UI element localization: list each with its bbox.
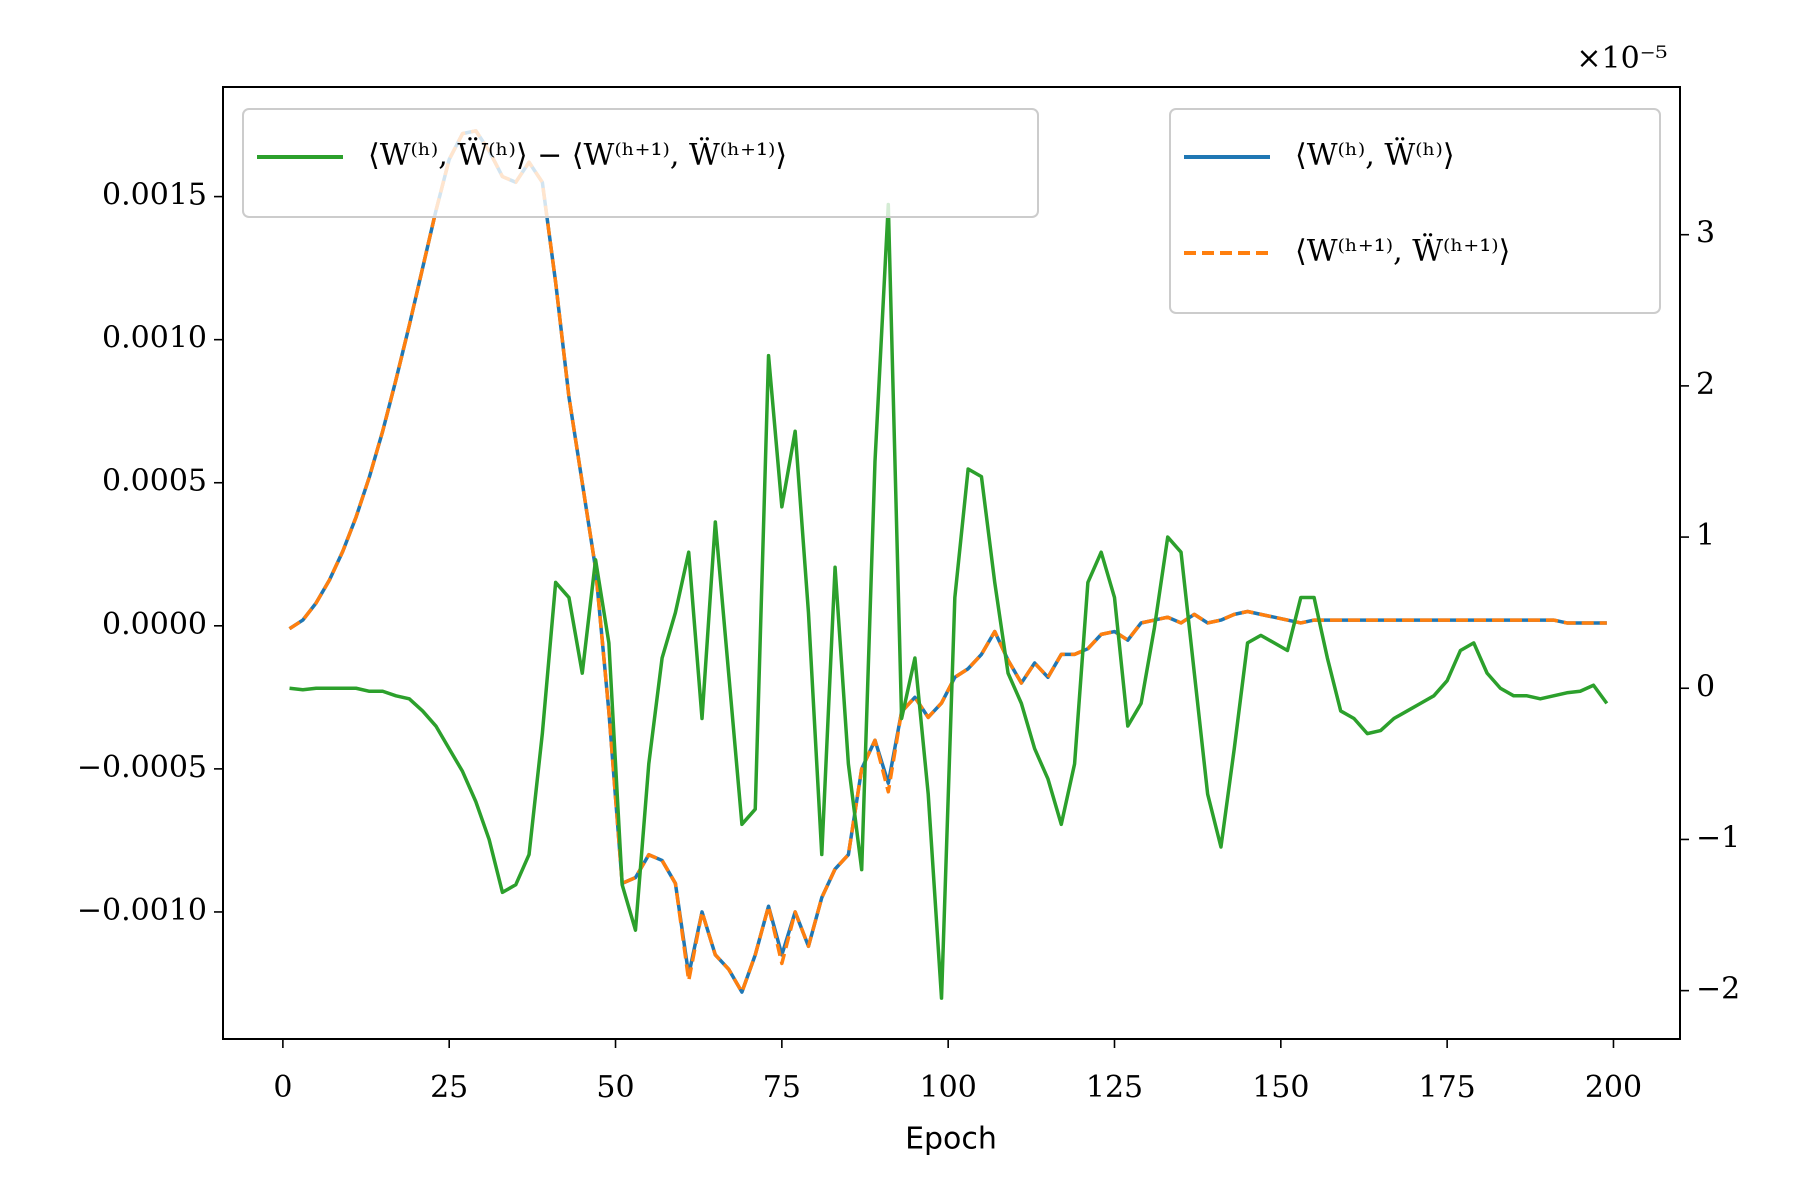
x-tick-label: 25 [430,1070,468,1105]
legend-label: ⟨W⁽ʰ⁾, Ẅ⁽ʰ⁾⟩ [1295,137,1455,173]
y-tick-label: −0.0005 [77,750,207,785]
x-tick-label: 50 [596,1070,634,1105]
x-tick-label: 200 [1585,1070,1642,1105]
y2-tick-label: 1 [1696,518,1715,553]
y-tick-label: −0.0010 [77,893,207,928]
y2-tick-label: −2 [1696,972,1740,1007]
y2-tick-label: −1 [1696,820,1740,855]
x-tick-label: 175 [1419,1070,1476,1105]
x-tick-label: 150 [1252,1070,1309,1105]
x-tick-label: 125 [1086,1070,1143,1105]
y-tick-label: 0.0000 [102,607,207,642]
y2-tick-label: 3 [1696,216,1715,251]
y2-offset-label: ×10⁻⁵ [1576,41,1667,76]
legend-label: ⟨W⁽ʰ⁺¹⁾, Ẅ⁽ʰ⁺¹⁾⟩ [1295,233,1510,269]
legend-box [242,108,1039,218]
x-tick-label: 0 [273,1070,292,1105]
y-tick-label: 0.0010 [102,321,207,356]
axes-frame [222,86,1681,1040]
x-tick-label: 100 [920,1070,977,1105]
legend-label: ⟨W⁽ʰ⁾, Ẅ⁽ʰ⁾⟩ − ⟨W⁽ʰ⁺¹⁾, Ẅ⁽ʰ⁺¹⁾⟩ [368,137,787,173]
x-tick-label: 75 [763,1070,801,1105]
y2-tick-label: 0 [1696,669,1715,704]
y-tick-label: 0.0015 [102,178,207,213]
y-tick-label: 0.0005 [102,464,207,499]
series-line [289,202,1609,1000]
y2-tick-label: 2 [1696,367,1715,402]
legend-box [1169,108,1661,314]
x-axis-label: Epoch [905,1122,997,1157]
